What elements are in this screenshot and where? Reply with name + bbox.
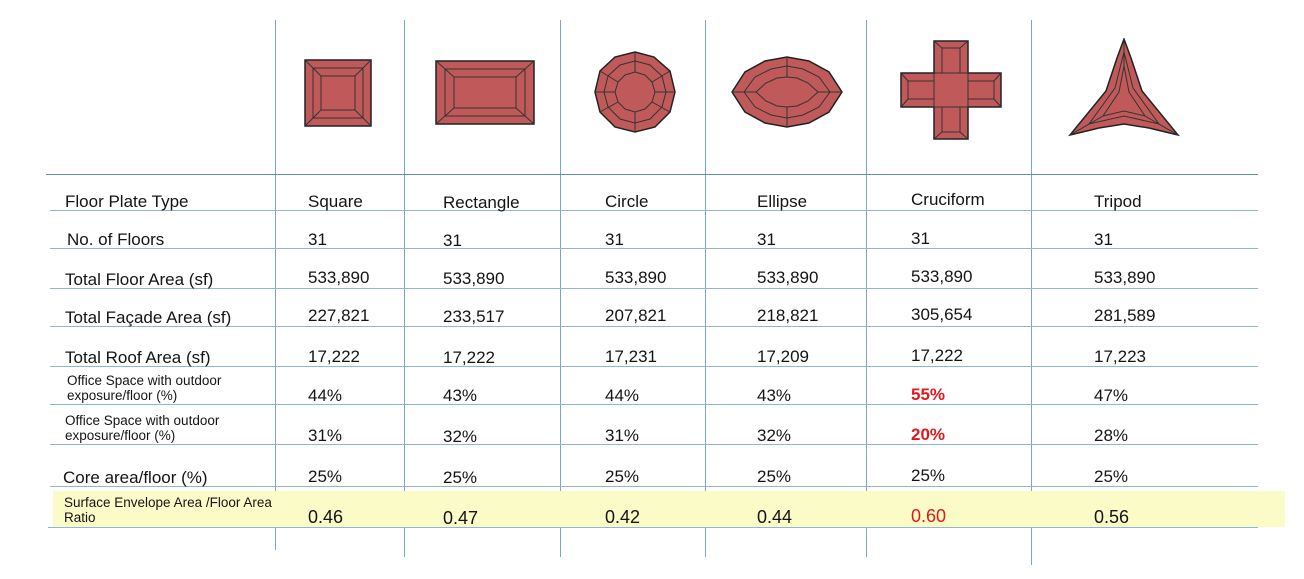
cell-circle-roof-area: 17,231 (605, 347, 657, 366)
cell-circle-office-exposure-2: 31% (605, 426, 640, 445)
row-divider (50, 248, 1258, 249)
cell-cruciform-core-area: 25% (911, 466, 946, 485)
cell-tripod-facade-area: 281,589 (1094, 306, 1156, 325)
row-divider (50, 444, 1258, 445)
row-label-total-facade-area: Total Façade Area (sf) (65, 308, 232, 327)
row-label-no-of-floors: No. of Floors (67, 230, 165, 249)
cell-tripod-office-exposure-2: 28% (1094, 426, 1129, 445)
cell-cruciform-envelope-ratio: 0.60 (911, 506, 947, 526)
cell-tripod-type: Tripod (1094, 192, 1142, 211)
row-divider (50, 366, 1258, 367)
row-label-envelope-ratio: Surface Envelope Area /Floor Area Ratio (64, 495, 272, 525)
cell-rectangle-floor-area: 533,890 (443, 269, 505, 288)
cell-tripod-office-exposure: 47% (1094, 386, 1129, 405)
cell-square-facade-area: 227,821 (308, 306, 370, 325)
cell-rectangle-office-exposure: 43% (443, 386, 478, 405)
cell-tripod-envelope-ratio: 0.56 (1094, 507, 1130, 527)
cell-circle-type: Circle (605, 192, 649, 211)
cell-circle-envelope-ratio: 0.42 (605, 507, 641, 527)
cell-rectangle-floors: 31 (443, 231, 462, 250)
cell-square-floor-area: 533,890 (308, 268, 370, 287)
tripod-floorplate-icon (1067, 38, 1181, 138)
header-divider (46, 174, 1258, 175)
highlighted-row-background (53, 491, 1285, 527)
row-divider (50, 326, 1258, 327)
cell-circle-floors: 31 (605, 230, 624, 249)
cell-ellipse-office-exposure: 43% (757, 386, 792, 405)
cell-ellipse-roof-area: 17,209 (757, 347, 809, 366)
ellipse-floorplate-icon (731, 56, 843, 128)
cell-square-roof-area: 17,222 (308, 347, 360, 366)
cell-cruciform-floor-area: 533,890 (911, 267, 973, 286)
column-divider (1031, 20, 1032, 565)
cell-circle-office-exposure: 44% (605, 386, 640, 405)
cell-cruciform-office-exposure-2: 20% (911, 425, 946, 444)
row-divider (50, 288, 1258, 289)
row-label-office-outdoor-exposure: Office Space with outdoor exposure/floor… (67, 373, 222, 403)
cell-ellipse-floors: 31 (757, 230, 776, 249)
row-label-core-area: Core area/floor (%) (63, 468, 208, 487)
row-divider (48, 527, 1258, 528)
cell-ellipse-floor-area: 533,890 (757, 268, 819, 287)
cell-square-office-exposure: 44% (308, 386, 343, 405)
cell-square-type: Square (308, 192, 363, 211)
cell-rectangle-facade-area: 233,517 (443, 307, 505, 326)
cell-cruciform-roof-area: 17,222 (911, 346, 963, 365)
cell-cruciform-floors: 31 (911, 229, 930, 248)
cell-tripod-floor-area: 533,890 (1094, 268, 1156, 287)
cell-square-office-exposure-2: 31% (308, 426, 343, 445)
cell-square-floors: 31 (308, 230, 327, 249)
row-divider (50, 210, 1258, 211)
cell-rectangle-roof-area: 17,222 (443, 348, 495, 367)
cell-cruciform-type: Cruciform (911, 190, 985, 209)
cell-square-envelope-ratio: 0.46 (308, 507, 344, 527)
row-label-floor-plate-type: Floor Plate Type (65, 192, 189, 211)
cell-ellipse-core-area: 25% (757, 467, 792, 486)
cell-tripod-floors: 31 (1094, 230, 1113, 249)
cell-tripod-roof-area: 17,223 (1094, 347, 1146, 366)
row-label-office-outdoor-exposure-2: Office Space with outdoor exposure/floor… (65, 413, 220, 443)
rectangle-floorplate-icon (435, 60, 535, 125)
cell-rectangle-office-exposure-2: 32% (443, 427, 478, 446)
cell-rectangle-type: Rectangle (443, 193, 520, 212)
cell-ellipse-facade-area: 218,821 (757, 306, 819, 325)
row-label-total-floor-area: Total Floor Area (sf) (65, 270, 214, 289)
cell-circle-facade-area: 207,821 (605, 306, 667, 325)
cell-circle-floor-area: 533,890 (605, 268, 667, 287)
cell-square-core-area: 25% (308, 467, 343, 486)
cell-cruciform-office-exposure: 55% (911, 385, 946, 404)
circle-floorplate-icon (594, 51, 676, 133)
cell-rectangle-core-area: 25% (443, 468, 478, 487)
column-divider (275, 20, 276, 550)
cruciform-floorplate-icon (900, 40, 1002, 140)
cell-ellipse-office-exposure-2: 32% (757, 426, 792, 445)
row-divider (50, 486, 1258, 487)
cell-tripod-core-area: 25% (1094, 467, 1129, 486)
cell-circle-core-area: 25% (605, 467, 640, 486)
cell-cruciform-facade-area: 305,654 (911, 305, 973, 324)
row-label-total-roof-area: Total Roof Area (sf) (65, 348, 211, 367)
row-divider (50, 404, 1258, 405)
cell-rectangle-envelope-ratio: 0.47 (443, 508, 479, 528)
cell-ellipse-type: Ellipse (757, 192, 808, 211)
square-floorplate-icon (304, 59, 372, 127)
cell-ellipse-envelope-ratio: 0.44 (757, 507, 793, 527)
